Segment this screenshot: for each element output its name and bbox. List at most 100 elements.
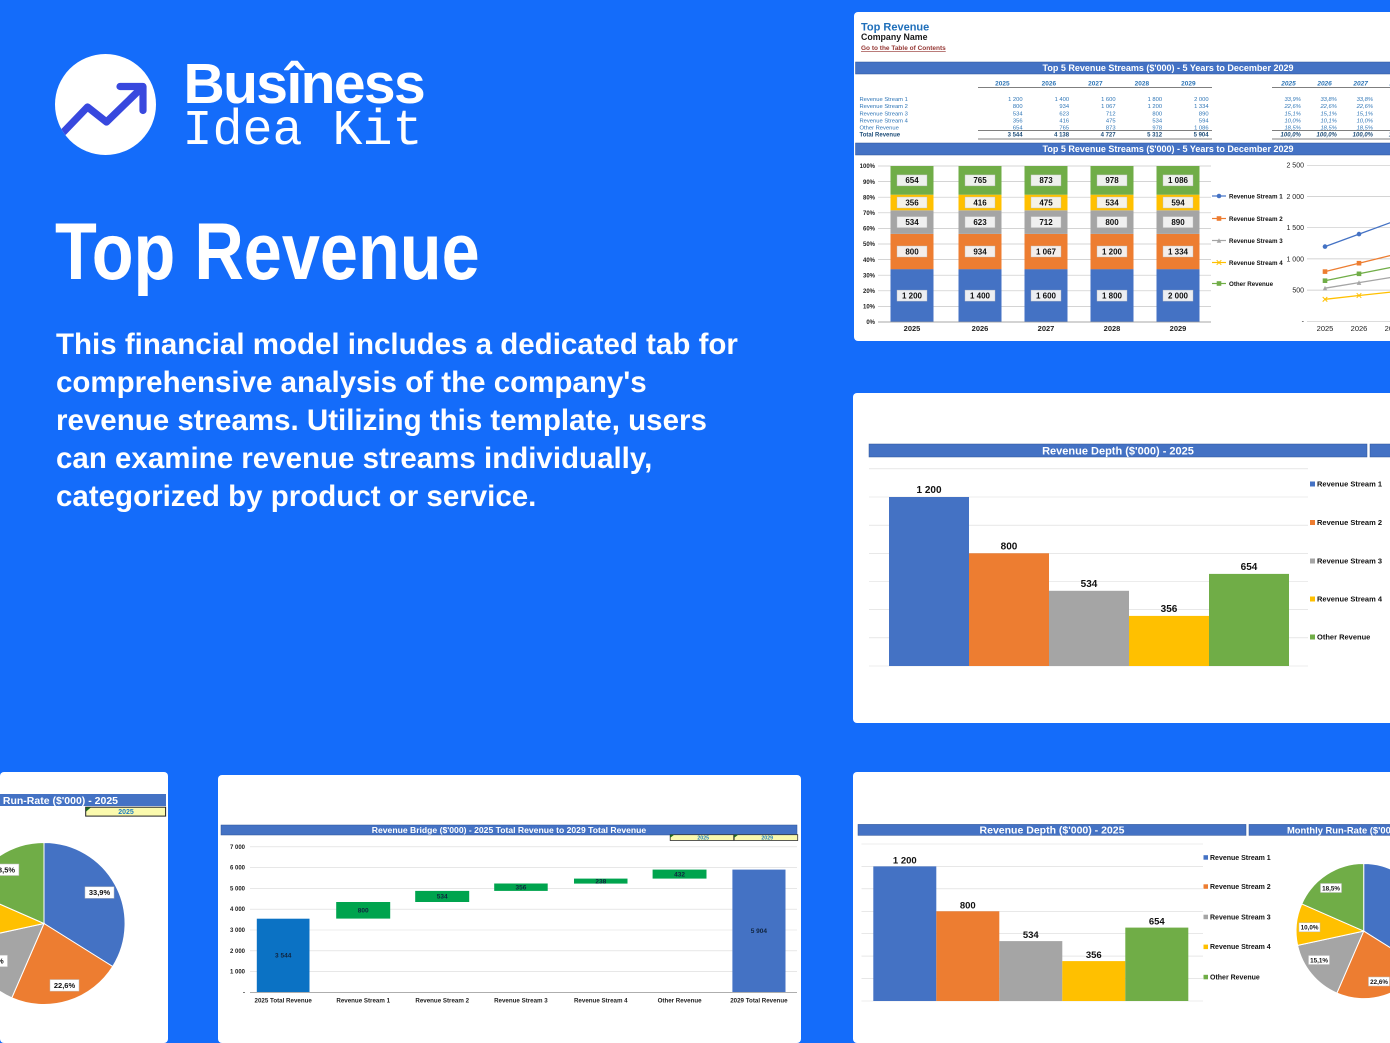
svg-text:1 067: 1 067 [1101, 104, 1116, 110]
svg-text:90%: 90% [863, 180, 876, 186]
svg-text:2028: 2028 [1104, 324, 1121, 333]
svg-text:654: 654 [1241, 562, 1258, 573]
svg-text:18,5%: 18,5% [0, 865, 15, 874]
svg-text:Revenue Stream 3: Revenue Stream 3 [1229, 238, 1283, 245]
svg-text:934: 934 [1059, 104, 1069, 110]
svg-text:1 800: 1 800 [1148, 97, 1163, 103]
svg-text:356: 356 [515, 884, 526, 891]
svg-text:534: 534 [905, 218, 919, 227]
svg-text:80%: 80% [863, 195, 876, 201]
svg-text:475: 475 [1106, 118, 1116, 124]
svg-text:623: 623 [973, 218, 987, 227]
svg-text:33,9%: 33,9% [1284, 97, 1300, 103]
svg-text:2026: 2026 [1316, 81, 1332, 88]
svg-text:70%: 70% [863, 211, 876, 217]
svg-text:Revenue Stream 3: Revenue Stream 3 [860, 111, 908, 117]
svg-text:33,8%: 33,8% [1357, 97, 1373, 103]
svg-text:2025: 2025 [904, 324, 921, 333]
svg-text:890: 890 [1171, 218, 1185, 227]
svg-text:Revenue Stream 2: Revenue Stream 2 [860, 104, 908, 110]
svg-text:978: 978 [1152, 125, 1162, 131]
svg-text:5 312: 5 312 [1147, 133, 1163, 139]
svg-text:800: 800 [1013, 104, 1023, 110]
svg-text:Go to the Table of Contents: Go to the Table of Contents [861, 45, 946, 52]
svg-text:18,5%: 18,5% [1322, 885, 1340, 892]
svg-text:712: 712 [1106, 111, 1116, 117]
svg-text:100%: 100% [860, 164, 876, 170]
svg-text:475: 475 [1039, 198, 1053, 207]
svg-text:534: 534 [1023, 930, 1040, 941]
svg-text:Revenue Stream 4: Revenue Stream 4 [860, 118, 909, 124]
svg-text:Revenue Stream 2: Revenue Stream 2 [415, 998, 469, 1005]
svg-text:4 727: 4 727 [1101, 133, 1117, 139]
svg-text:Revenue Stream 3: Revenue Stream 3 [494, 998, 548, 1005]
svg-text:15,1%: 15,1% [1320, 111, 1336, 117]
svg-text:30%: 30% [863, 273, 876, 279]
svg-text:Top Revenue: Top Revenue [861, 22, 929, 34]
svg-text:800: 800 [1001, 541, 1018, 552]
svg-text:594: 594 [1199, 118, 1209, 124]
svg-text:623: 623 [1059, 111, 1069, 117]
svg-text:Company Name: Company Name [861, 32, 928, 42]
svg-text:4 138: 4 138 [1054, 133, 1070, 139]
svg-text:33,9%: 33,9% [89, 888, 111, 897]
svg-text:10,0%: 10,0% [1357, 118, 1373, 124]
svg-text:15,1%: 15,1% [1310, 957, 1328, 964]
svg-text:3 544: 3 544 [275, 953, 292, 960]
svg-text:Revenue Stream 3: Revenue Stream 3 [1317, 557, 1382, 566]
svg-text:1 334: 1 334 [1194, 104, 1209, 110]
svg-text:2 000: 2 000 [1194, 97, 1209, 103]
svg-text:800: 800 [905, 247, 919, 256]
svg-text:2027: 2027 [1352, 81, 1368, 88]
svg-text:2027: 2027 [1038, 324, 1055, 333]
svg-text:Total Revenue: Total Revenue [860, 133, 901, 139]
svg-text:20%: 20% [863, 289, 876, 295]
svg-text:934: 934 [973, 247, 987, 256]
svg-text:100,0%: 100,0% [1353, 133, 1374, 139]
svg-text:100,0%: 100,0% [1389, 133, 1390, 139]
svg-text:534: 534 [1105, 198, 1119, 207]
svg-text:2029: 2029 [761, 835, 773, 841]
svg-text:5 000: 5 000 [230, 886, 246, 892]
svg-text:2029 Total Revenue: 2029 Total Revenue [730, 998, 788, 1005]
svg-text:-: - [1302, 319, 1305, 326]
svg-text:1 200: 1 200 [916, 485, 941, 496]
svg-text:50%: 50% [863, 242, 876, 248]
svg-text:1 000: 1 000 [230, 970, 246, 976]
svg-text:654: 654 [1149, 917, 1166, 928]
svg-text:1 800: 1 800 [1102, 291, 1123, 300]
svg-text:60%: 60% [863, 227, 876, 233]
svg-text:2028: 2028 [1135, 81, 1150, 88]
svg-text:Other Revenue: Other Revenue [1229, 281, 1274, 288]
svg-text:1 334: 1 334 [1168, 247, 1189, 256]
svg-text:22,6%: 22,6% [54, 981, 76, 990]
svg-text:Other Revenue: Other Revenue [1317, 633, 1370, 642]
svg-text:6 000: 6 000 [230, 866, 246, 872]
svg-text:800: 800 [960, 900, 976, 911]
svg-text:15,1%: 15,1% [1284, 111, 1300, 117]
svg-text:890: 890 [1199, 111, 1209, 117]
svg-text:2025: 2025 [995, 81, 1010, 88]
svg-text:7 000: 7 000 [230, 845, 246, 851]
svg-text:Monthly Run-Rate ($'000) - 202: Monthly Run-Rate ($'000) - 2025 [1287, 824, 1390, 835]
svg-text:2025: 2025 [1317, 324, 1334, 333]
svg-text:18,5%: 18,5% [1320, 125, 1336, 131]
svg-text:1 200: 1 200 [902, 291, 923, 300]
svg-text:2025: 2025 [118, 809, 134, 816]
svg-text:500: 500 [1292, 288, 1304, 295]
svg-text:978: 978 [1105, 176, 1119, 185]
svg-text:100,0%: 100,0% [1281, 133, 1302, 139]
svg-text:22,6%: 22,6% [1283, 104, 1300, 110]
svg-text:1 067: 1 067 [1036, 247, 1057, 256]
svg-text:2029: 2029 [1181, 81, 1196, 88]
svg-text:2025 Total Revenue: 2025 Total Revenue [255, 998, 313, 1005]
svg-text:1 200: 1 200 [1148, 104, 1163, 110]
svg-text:1 500: 1 500 [1286, 225, 1304, 232]
svg-text:1 600: 1 600 [1101, 97, 1116, 103]
svg-text:Revenue Bridge ($'000) - 2025: Revenue Bridge ($'000) - 2025 Total Reve… [372, 825, 647, 835]
svg-text:-: - [243, 990, 245, 996]
svg-text:5 904: 5 904 [1194, 133, 1210, 139]
svg-text:4 000: 4 000 [230, 907, 246, 913]
svg-text:873: 873 [1039, 176, 1053, 185]
svg-text:654: 654 [905, 176, 919, 185]
